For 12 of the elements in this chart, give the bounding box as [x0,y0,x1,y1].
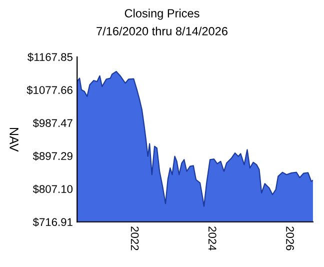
y-tick-label: $897.29 [32,152,72,161]
chart-subtitle: 7/16/2020 thru 8/14/2026 [96,26,228,36]
x-tick-label: 2024 [208,226,216,250]
x-tick-label: 2022 [130,226,139,250]
x-tick-label: 2026 [286,226,294,250]
chart-title: Closing Prices [124,8,200,20]
y-tick-label: $987.47 [32,118,72,128]
y-tick-label: $716.91 [32,218,72,227]
y-tick-label: $807.10 [32,184,73,194]
y-tick-label: $1167.85 [28,52,72,62]
y-tick-label: $1077.66 [26,86,72,95]
y-axis-title: NAV [10,128,18,152]
